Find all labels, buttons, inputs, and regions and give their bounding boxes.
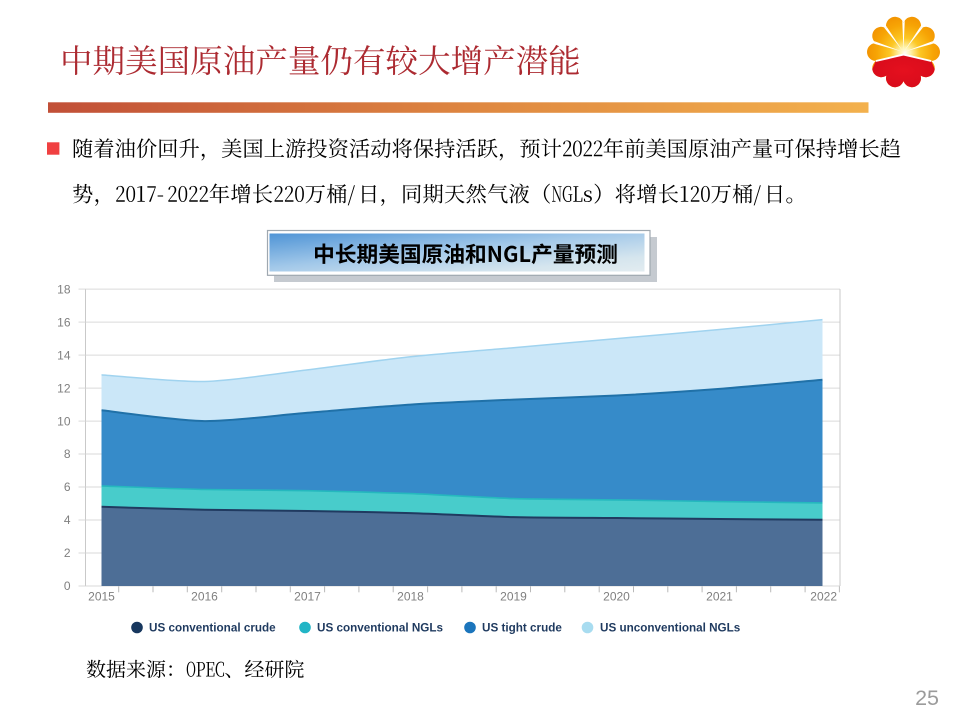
svg-text:10: 10	[57, 414, 71, 428]
svg-text:4: 4	[64, 513, 71, 527]
svg-text:2021: 2021	[706, 590, 733, 604]
svg-text:US tight crude: US tight crude	[482, 622, 562, 635]
svg-text:2018: 2018	[397, 590, 424, 604]
svg-text:0: 0	[64, 579, 71, 593]
svg-text:2019: 2019	[500, 590, 527, 604]
svg-text:2020: 2020	[603, 590, 630, 604]
svg-text:US conventional crude: US conventional crude	[149, 622, 276, 635]
svg-text:US unconventional NGLs: US unconventional NGLs	[600, 622, 741, 635]
svg-text:12: 12	[57, 381, 71, 395]
svg-text:2015: 2015	[88, 590, 115, 604]
svg-text:14: 14	[57, 348, 71, 362]
svg-text:16: 16	[57, 315, 71, 329]
svg-text:2: 2	[64, 546, 71, 560]
svg-text:2016: 2016	[191, 590, 218, 604]
svg-text:8: 8	[64, 447, 71, 461]
svg-text:2022: 2022	[810, 590, 837, 604]
svg-text:US conventional NGLs: US conventional NGLs	[317, 622, 443, 635]
svg-text:25: 25	[915, 686, 939, 710]
svg-text:6: 6	[64, 480, 71, 494]
svg-text:2017: 2017	[294, 590, 321, 604]
svg-text:18: 18	[57, 282, 71, 296]
